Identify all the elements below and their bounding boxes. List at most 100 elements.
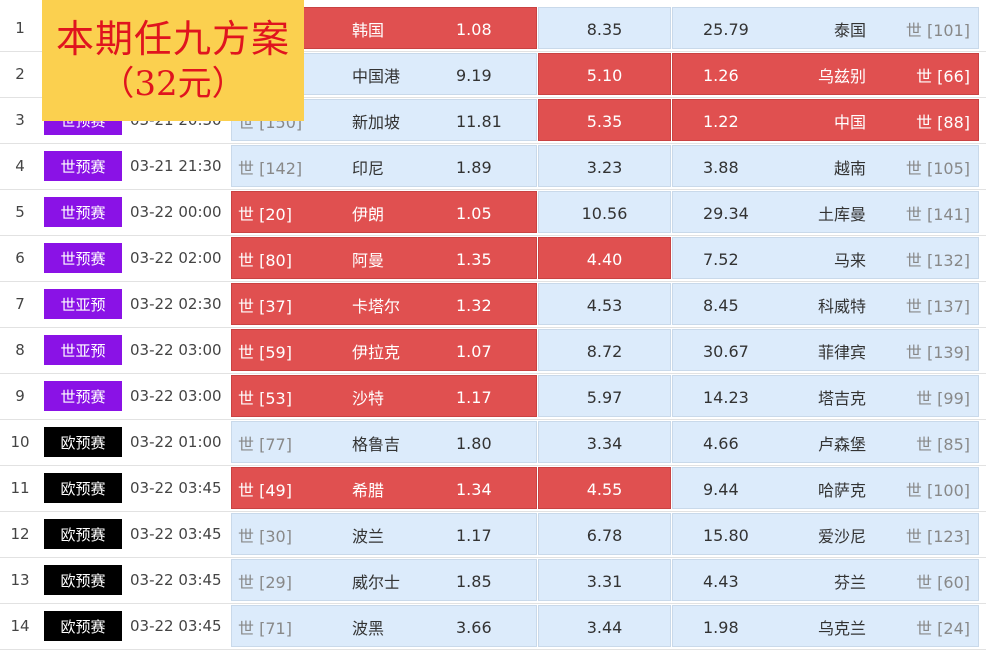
league-badge[interactable]: 欧预赛 bbox=[44, 611, 122, 641]
draw-cell[interactable]: 3.23 bbox=[538, 145, 671, 187]
league-badge[interactable]: 欧预赛 bbox=[44, 473, 122, 503]
home-win-cell[interactable]: 世 [59] 伊拉克 1.07 bbox=[231, 329, 537, 371]
home-win-cell[interactable]: 世 [29] 威尔士 1.85 bbox=[231, 559, 537, 601]
away-rank: 世 [101] bbox=[905, 21, 970, 40]
table-row[interactable]: 5 世预赛 03-22 00:00 世 [20] 伊朗 1.05 10.56 29.34 土库曼… bbox=[0, 190, 986, 236]
match-time: 03-22 03:45 bbox=[130, 479, 222, 497]
league-badge[interactable]: 世亚预 bbox=[44, 289, 122, 319]
row-index: 10 bbox=[10, 433, 30, 451]
draw-cell[interactable]: 3.31 bbox=[538, 559, 671, 601]
away-team: 土库曼 bbox=[817, 205, 866, 224]
league-badge[interactable]: 世预赛 bbox=[44, 243, 122, 273]
league-badge[interactable]: 欧预赛 bbox=[44, 565, 122, 595]
away-rank: 世 [66] bbox=[916, 67, 970, 86]
away-team: 乌兹别 bbox=[817, 67, 866, 86]
home-team: 希腊 bbox=[352, 481, 385, 500]
league-badge[interactable]: 欧预赛 bbox=[44, 427, 122, 457]
away-team: 菲律宾 bbox=[817, 343, 866, 362]
table-row[interactable]: 10 欧预赛 03-22 01:00 世 [77] 格鲁吉 1.80 3.34 4.66 卢森堡… bbox=[0, 420, 986, 466]
away-rank: 世 [141] bbox=[905, 205, 970, 224]
draw-cell[interactable]: 6.78 bbox=[538, 513, 671, 555]
home-win-cell[interactable]: 世 [37] 卡塔尔 1.32 bbox=[231, 283, 537, 325]
home-odds: 1.89 bbox=[456, 157, 492, 177]
home-team: 卡塔尔 bbox=[352, 297, 401, 316]
away-win-cell[interactable]: 9.44 哈萨克 世 [100] bbox=[672, 467, 979, 509]
row-index: 5 bbox=[15, 203, 25, 221]
table-row[interactable]: 4 世预赛 03-21 21:30 世 [142] 印尼 1.89 3.23 3.88 越南 世 … bbox=[0, 144, 986, 190]
away-win-cell[interactable]: 4.66 卢森堡 世 [85] bbox=[672, 421, 979, 463]
draw-cell[interactable]: 5.35 bbox=[538, 99, 671, 141]
home-win-cell[interactable]: 世 [30] 波兰 1.17 bbox=[231, 513, 537, 555]
away-win-cell[interactable]: 29.34 土库曼 世 [141] bbox=[672, 191, 979, 233]
away-odds: 25.79 bbox=[703, 19, 749, 39]
draw-cell[interactable]: 4.55 bbox=[538, 467, 671, 509]
away-win-cell[interactable]: 7.52 马来 世 [132] bbox=[672, 237, 979, 279]
row-index: 9 bbox=[15, 387, 25, 405]
table-row[interactable]: 13 欧预赛 03-22 03:45 世 [29] 威尔士 1.85 3.31 4.43 芬兰 世… bbox=[0, 558, 986, 604]
away-win-cell[interactable]: 15.80 爱沙尼 世 [123] bbox=[672, 513, 979, 555]
home-win-cell[interactable]: 世 [49] 希腊 1.34 bbox=[231, 467, 537, 509]
table-row[interactable]: 14 欧预赛 03-22 03:45 世 [71] 波黑 3.66 3.44 1.98 乌克兰 世… bbox=[0, 604, 986, 650]
away-win-cell[interactable]: 3.88 越南 世 [105] bbox=[672, 145, 979, 187]
table-row[interactable]: 11 欧预赛 03-22 03:45 世 [49] 希腊 1.34 4.55 9.44 哈萨克 世… bbox=[0, 466, 986, 512]
away-win-cell[interactable]: 8.45 科威特 世 [137] bbox=[672, 283, 979, 325]
draw-cell[interactable]: 3.44 bbox=[538, 605, 671, 647]
league-cell: 欧预赛 bbox=[44, 512, 122, 556]
match-time: 03-22 03:45 bbox=[130, 525, 222, 543]
away-odds: 14.23 bbox=[703, 387, 749, 407]
away-odds: 3.88 bbox=[703, 157, 739, 177]
away-rank: 世 [105] bbox=[905, 159, 970, 178]
home-win-cell[interactable]: 世 [53] 沙特 1.17 bbox=[231, 375, 537, 417]
home-rank: 世 [59] bbox=[238, 343, 292, 362]
row-index: 3 bbox=[15, 111, 25, 129]
draw-odds: 5.35 bbox=[586, 111, 623, 131]
table-row[interactable]: 8 世亚预 03-22 03:00 世 [59] 伊拉克 1.07 8.72 30.67 菲律宾… bbox=[0, 328, 986, 374]
away-odds: 29.34 bbox=[703, 203, 749, 223]
draw-cell[interactable]: 3.34 bbox=[538, 421, 671, 463]
home-win-cell[interactable]: 世 [20] 伊朗 1.05 bbox=[231, 191, 537, 233]
home-rank: 世 [37] bbox=[238, 297, 292, 316]
away-win-cell[interactable]: 1.22 中国 世 [88] bbox=[672, 99, 979, 141]
away-win-cell[interactable]: 4.43 芬兰 世 [60] bbox=[672, 559, 979, 601]
row-index: 7 bbox=[15, 295, 25, 313]
home-win-cell[interactable]: 世 [142] 印尼 1.89 bbox=[231, 145, 537, 187]
draw-cell[interactable]: 10.56 bbox=[538, 191, 671, 233]
home-odds: 1.17 bbox=[456, 387, 492, 407]
away-win-cell[interactable]: 25.79 泰国 世 [101] bbox=[672, 7, 979, 49]
draw-cell[interactable]: 8.35 bbox=[538, 7, 671, 49]
table-row[interactable]: 9 世预赛 03-22 03:00 世 [53] 沙特 1.17 5.97 14.23 塔吉克 世… bbox=[0, 374, 986, 420]
match-time: 03-22 03:45 bbox=[130, 571, 222, 589]
draw-cell[interactable]: 8.72 bbox=[538, 329, 671, 371]
draw-odds: 5.97 bbox=[586, 387, 623, 407]
draw-cell[interactable]: 4.40 bbox=[538, 237, 671, 279]
league-badge[interactable]: 世预赛 bbox=[44, 151, 122, 181]
league-cell: 欧预赛 bbox=[44, 558, 122, 602]
away-win-cell[interactable]: 1.98 乌克兰 世 [24] bbox=[672, 605, 979, 647]
table-row[interactable]: 12 欧预赛 03-22 03:45 世 [30] 波兰 1.17 6.78 15.80 爱沙尼… bbox=[0, 512, 986, 558]
draw-cell[interactable]: 5.10 bbox=[538, 53, 671, 95]
away-rank: 世 [123] bbox=[905, 527, 970, 546]
draw-cell[interactable]: 5.97 bbox=[538, 375, 671, 417]
home-win-cell[interactable]: 世 [80] 阿曼 1.35 bbox=[231, 237, 537, 279]
draw-odds: 10.56 bbox=[581, 203, 628, 223]
draw-cell[interactable]: 4.53 bbox=[538, 283, 671, 325]
table-row[interactable]: 7 世亚预 03-22 02:30 世 [37] 卡塔尔 1.32 4.53 8.45 科威特 世… bbox=[0, 282, 986, 328]
row-index: 1 bbox=[15, 19, 25, 37]
home-win-cell[interactable]: 世 [77] 格鲁吉 1.80 bbox=[231, 421, 537, 463]
away-odds: 4.43 bbox=[703, 571, 739, 591]
away-win-cell[interactable]: 30.67 菲律宾 世 [139] bbox=[672, 329, 979, 371]
league-badge[interactable]: 欧预赛 bbox=[44, 519, 122, 549]
away-win-cell[interactable]: 14.23 塔吉克 世 [99] bbox=[672, 375, 979, 417]
draw-odds: 8.35 bbox=[586, 19, 623, 39]
away-team: 中国 bbox=[833, 113, 866, 132]
home-win-cell[interactable]: 世 [71] 波黑 3.66 bbox=[231, 605, 537, 647]
away-win-cell[interactable]: 1.26 乌兹别 世 [66] bbox=[672, 53, 979, 95]
home-team: 波黑 bbox=[352, 619, 385, 638]
league-badge[interactable]: 世预赛 bbox=[44, 381, 122, 411]
table-row[interactable]: 6 世预赛 03-22 02:00 世 [80] 阿曼 1.35 4.40 7.52 马来 世 [… bbox=[0, 236, 986, 282]
draw-odds: 8.72 bbox=[586, 341, 623, 361]
league-badge[interactable]: 世亚预 bbox=[44, 335, 122, 365]
away-rank: 世 [99] bbox=[916, 389, 970, 408]
league-cell: 世预赛 bbox=[44, 374, 122, 418]
league-badge[interactable]: 世预赛 bbox=[44, 197, 122, 227]
